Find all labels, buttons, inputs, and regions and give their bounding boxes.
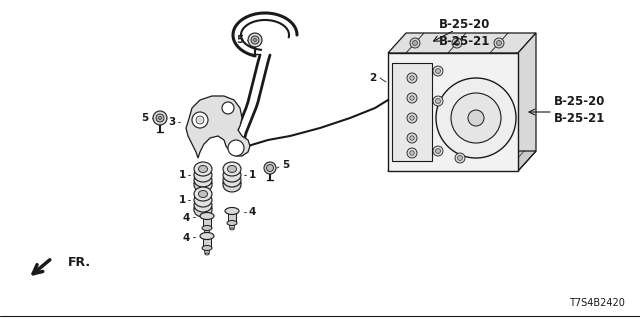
Text: 2: 2	[369, 73, 376, 83]
Text: 1: 1	[179, 170, 186, 180]
Circle shape	[251, 36, 259, 44]
Circle shape	[410, 151, 414, 155]
Polygon shape	[186, 96, 250, 158]
Circle shape	[407, 148, 417, 158]
Polygon shape	[518, 33, 536, 171]
Text: 5: 5	[282, 160, 290, 170]
Circle shape	[196, 116, 204, 124]
Circle shape	[468, 110, 484, 126]
Ellipse shape	[194, 168, 212, 182]
Text: 4: 4	[248, 207, 256, 217]
Text: 1: 1	[248, 170, 255, 180]
Circle shape	[410, 96, 414, 100]
Circle shape	[410, 38, 420, 48]
Polygon shape	[388, 151, 536, 171]
Text: 5: 5	[236, 35, 244, 45]
Circle shape	[192, 112, 208, 128]
Circle shape	[452, 38, 462, 48]
Ellipse shape	[225, 207, 239, 214]
Ellipse shape	[223, 180, 241, 187]
Ellipse shape	[205, 253, 209, 255]
Ellipse shape	[194, 178, 212, 192]
Ellipse shape	[194, 204, 212, 212]
Circle shape	[153, 111, 167, 125]
Circle shape	[435, 148, 440, 154]
Ellipse shape	[198, 165, 207, 172]
Ellipse shape	[200, 233, 214, 239]
Polygon shape	[204, 228, 210, 234]
Ellipse shape	[200, 212, 214, 220]
Circle shape	[455, 153, 465, 163]
Ellipse shape	[202, 226, 212, 230]
Ellipse shape	[223, 178, 241, 192]
Circle shape	[494, 38, 504, 48]
Text: 5: 5	[141, 113, 148, 123]
Text: 1: 1	[179, 195, 186, 205]
Polygon shape	[228, 213, 236, 223]
Circle shape	[222, 102, 234, 114]
Ellipse shape	[194, 180, 212, 187]
Text: B-25-20
B-25-21: B-25-20 B-25-21	[439, 18, 491, 48]
Circle shape	[497, 41, 502, 45]
Text: 4: 4	[182, 213, 189, 223]
Ellipse shape	[223, 173, 241, 187]
Ellipse shape	[198, 190, 207, 197]
Polygon shape	[204, 248, 210, 254]
Circle shape	[253, 38, 257, 42]
Ellipse shape	[230, 228, 234, 230]
Ellipse shape	[227, 165, 237, 172]
Polygon shape	[388, 53, 518, 171]
Ellipse shape	[194, 193, 212, 207]
Ellipse shape	[205, 233, 209, 235]
Circle shape	[410, 116, 414, 120]
Circle shape	[407, 93, 417, 103]
Circle shape	[410, 76, 414, 80]
Text: 4: 4	[182, 233, 189, 243]
Circle shape	[410, 136, 414, 140]
Polygon shape	[203, 218, 211, 228]
Polygon shape	[388, 33, 536, 53]
Ellipse shape	[227, 220, 237, 226]
Circle shape	[407, 73, 417, 83]
Circle shape	[435, 99, 440, 103]
Text: B-25-20
B-25-21: B-25-20 B-25-21	[554, 95, 605, 125]
Ellipse shape	[194, 203, 212, 217]
Polygon shape	[203, 238, 211, 248]
Polygon shape	[392, 63, 432, 161]
Circle shape	[436, 78, 516, 158]
Ellipse shape	[223, 162, 241, 176]
Ellipse shape	[194, 173, 212, 187]
Circle shape	[435, 68, 440, 74]
Circle shape	[266, 164, 273, 172]
Circle shape	[433, 66, 443, 76]
Text: 3: 3	[168, 117, 175, 127]
Ellipse shape	[194, 187, 212, 201]
Text: FR.: FR.	[68, 255, 91, 268]
Polygon shape	[229, 223, 235, 229]
Circle shape	[159, 116, 161, 119]
Circle shape	[451, 93, 501, 143]
Ellipse shape	[202, 245, 212, 251]
Text: T7S4B2420: T7S4B2420	[569, 298, 625, 308]
Circle shape	[413, 41, 417, 45]
Circle shape	[264, 162, 276, 174]
Circle shape	[458, 156, 463, 161]
Ellipse shape	[194, 198, 212, 212]
Circle shape	[454, 41, 460, 45]
Circle shape	[228, 140, 244, 156]
Circle shape	[156, 114, 164, 122]
Ellipse shape	[194, 162, 212, 176]
Ellipse shape	[223, 168, 241, 182]
Circle shape	[407, 113, 417, 123]
Circle shape	[407, 133, 417, 143]
Circle shape	[433, 96, 443, 106]
Circle shape	[433, 146, 443, 156]
Circle shape	[248, 33, 262, 47]
